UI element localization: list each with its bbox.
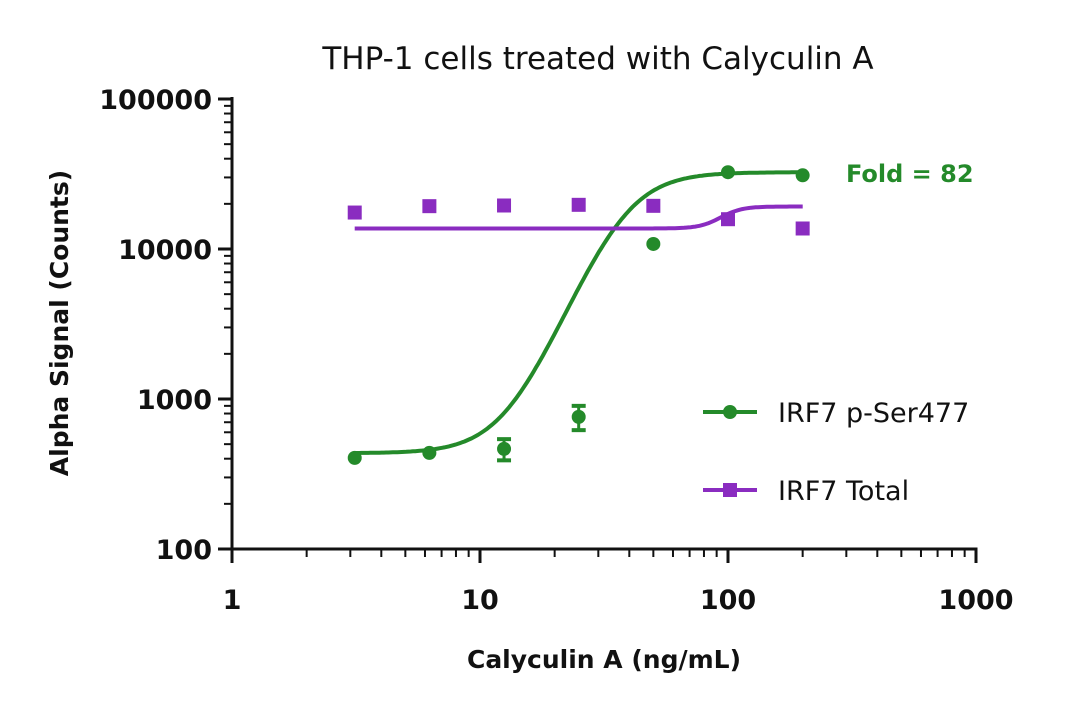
data-point bbox=[795, 221, 810, 236]
data-point bbox=[795, 168, 810, 183]
data-point bbox=[721, 212, 735, 227]
x-axis-label: Calyculin A (ng/mL) bbox=[467, 645, 741, 674]
legend-item-phospho: IRF7 p-Ser477 bbox=[703, 398, 969, 429]
x-tick-label: 1 bbox=[223, 585, 242, 616]
data-point bbox=[422, 445, 437, 460]
data-point bbox=[721, 165, 735, 180]
data-point bbox=[571, 409, 586, 424]
legend-marker-circle bbox=[723, 405, 737, 419]
y-tick-label: 10000 bbox=[118, 235, 212, 266]
data-point bbox=[347, 205, 362, 220]
legend-label-phospho: IRF7 p-Ser477 bbox=[778, 398, 969, 429]
y-tick-label: 100000 bbox=[99, 85, 212, 116]
legend: IRF7 p-Ser477 IRF7 Total bbox=[703, 398, 969, 507]
chart-title: THP-1 cells treated with Calyculin A bbox=[321, 41, 873, 77]
data-point bbox=[497, 441, 512, 456]
data-point bbox=[646, 198, 661, 213]
y-tick-label: 1000 bbox=[137, 385, 212, 416]
data-point bbox=[497, 198, 512, 213]
legend-label-total: IRF7 Total bbox=[778, 476, 909, 507]
x-tick-label: 100 bbox=[700, 585, 756, 616]
data-point bbox=[422, 199, 437, 214]
data-point bbox=[646, 236, 661, 251]
y-tick-label: 100 bbox=[156, 535, 212, 566]
legend-item-total: IRF7 Total bbox=[703, 476, 909, 507]
fold-annotation: Fold = 82 bbox=[846, 160, 974, 188]
y-axis-label: Alpha Signal (Counts) bbox=[45, 170, 74, 476]
data-point bbox=[347, 450, 362, 465]
x-tick-label: 1000 bbox=[938, 585, 1013, 616]
x-tick-label: 10 bbox=[461, 585, 499, 616]
legend-marker-square bbox=[723, 483, 737, 497]
data-point bbox=[571, 197, 586, 212]
